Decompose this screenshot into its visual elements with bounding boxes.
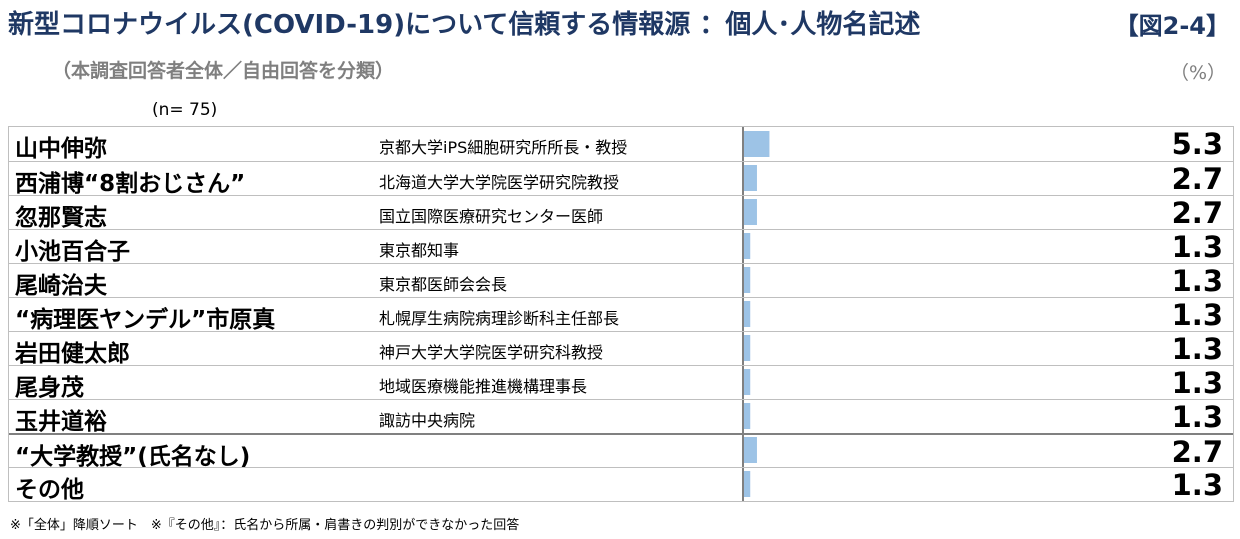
table-row: 忽那賢志 国立国際医療研究センター医師 2.7 [9,195,1233,231]
value-label: 2.7 [1171,196,1223,230]
bar [744,471,751,497]
value-label: 1.3 [1171,230,1223,264]
table-row: その他 1.3 [9,467,1233,503]
chart-subtitle: （本調査回答者全体／自由回答を分類） [52,60,395,82]
table-row: 岩田健太郎 神戸大学大学院医学研究科教授 1.3 [9,331,1233,367]
category-label: 山中伸弥 [15,136,107,162]
value-label: 1.3 [1171,366,1223,400]
bar [744,335,751,361]
table-row: “病理医ヤンデル”市原真 札幌厚生病院病理診断科主任部長 1.3 [9,297,1233,333]
figure-label: 【図2-4】 [1114,12,1230,40]
bar [744,165,757,191]
bar [744,267,751,293]
category-label: その他 [15,477,84,503]
value-label: 1.3 [1171,298,1223,332]
affiliation-label: 地域医療機能推進機構理事長 [379,377,588,396]
category-label: 尾身茂 [15,375,84,401]
category-label: 西浦博“8割おじさん” [15,171,246,197]
value-label: 1.3 [1171,468,1223,502]
bar [744,369,751,395]
category-label: 玉井道裕 [15,409,107,435]
sample-size-label: (n= 75) [152,100,218,120]
bar [744,437,757,463]
table-row: “大学教授”(氏名なし) 2.7 [9,433,1233,470]
category-label: 忽那賢志 [15,205,107,231]
table-row: 山中伸弥 京都大学iPS細胞研究所所長・教授 5.3 [9,127,1233,162]
affiliation-label: 東京都医師会会長 [379,275,508,294]
table-row: 尾崎治夫 東京都医師会会長 1.3 [9,263,1233,299]
unit-label: （%） [1169,62,1226,84]
bar [744,233,751,259]
table-row: 尾身茂 地域医療機能推進機構理事長 1.3 [9,365,1233,401]
category-label: “病理医ヤンデル”市原真 [15,307,276,333]
results-table: 山中伸弥 京都大学iPS細胞研究所所長・教授 5.3 西浦博“8割おじさん” 北海道大学… [8,126,1234,503]
value-label: 2.7 [1171,162,1223,196]
category-label: “大学教授”(氏名なし) [15,444,251,470]
table-row: 西浦博“8割おじさん” 北海道大学大学院医学研究院教授 2.7 [9,161,1233,197]
affiliation-label: 北海道大学大学院医学研究院教授 [379,173,620,192]
value-label: 1.3 [1171,332,1223,366]
affiliation-label: 諏訪中央病院 [379,411,476,430]
bar [744,131,770,157]
value-label: 2.7 [1171,435,1223,469]
value-label: 5.3 [1171,127,1223,161]
category-label: 小池百合子 [15,239,130,265]
affiliation-label: 国立国際医療研究センター医師 [379,207,604,226]
value-label: 1.3 [1171,264,1223,298]
bar-area [744,131,770,497]
value-label: 1.3 [1171,400,1223,434]
footnote: ※「全体」降順ソート ※『その他』：氏名から所属・肩書きの判別ができなかった回答 [10,518,520,533]
affiliation-label: 東京都知事 [379,241,460,260]
category-label: 岩田健太郎 [15,341,130,367]
affiliation-label: 京都大学iPS細胞研究所所長・教授 [379,138,628,157]
bar [744,301,751,327]
bar [744,403,751,429]
bar-axis-line [742,127,744,501]
affiliation-label: 札幌厚生病院病理診断科主任部長 [379,309,620,328]
chart-title: 新型コロナウイルス(COVID-19)について信頼する情報源 ：個人･人物名記述 [8,10,921,40]
bar [744,199,757,225]
category-label: 尾崎治夫 [15,273,107,299]
table-row: 玉井道裕 諏訪中央病院 1.3 [9,399,1233,435]
table-row: 小池百合子 東京都知事 1.3 [9,229,1233,265]
affiliation-label: 神戸大学大学院医学研究科教授 [379,343,604,362]
